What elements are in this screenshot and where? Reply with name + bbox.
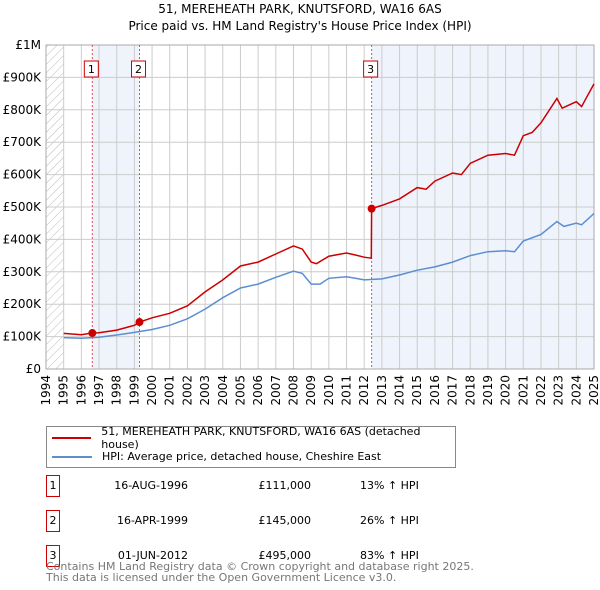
sale-marker-label: 3: [367, 63, 374, 76]
footer: Contains HM Land Registry data © Crown c…: [46, 561, 474, 583]
x-tick-label: 2004: [216, 375, 230, 406]
x-tick-label: 2013: [375, 375, 389, 406]
x-tick-label: 2016: [428, 375, 442, 406]
sale-date: 01-JUN-2012: [117, 549, 188, 562]
x-tick-label: 1999: [127, 375, 141, 406]
x-tick-label: 2024: [569, 375, 583, 406]
legend-label-hpi: HPI: Average price, detached house, Ches…: [102, 450, 382, 463]
y-tick-label: £400K: [3, 232, 43, 246]
sale-marker-box: [363, 60, 379, 78]
chart-title: 51, MEREHEATH PARK, KNUTSFORD, WA16 6AS: [158, 2, 442, 16]
x-tick-label: 2011: [340, 375, 354, 406]
chart-plot: 1994 1995 1996 1997 1998 1999 2000 2001 2002 2003…: [3, 38, 600, 406]
sale-point: [135, 318, 144, 327]
sale-price: £495,000: [258, 549, 312, 562]
x-tick-label: 2003: [198, 375, 212, 406]
y-tick-label: £200K: [3, 297, 43, 311]
sale-marker-box: [83, 60, 99, 78]
x-tick-label: 2006: [251, 375, 265, 406]
sale-hpi-change: 83% ↑ HPI: [360, 549, 419, 562]
footer-line-2: This data is licensed under the Open Gov…: [46, 571, 397, 584]
x-tick-label: 2023: [552, 375, 566, 406]
x-tick-label: 2025: [587, 375, 600, 406]
x-tick-label: 2005: [233, 375, 247, 406]
x-tick-label: 2017: [446, 375, 460, 406]
sale-hpi-change: 13% ↑ HPI: [360, 479, 419, 492]
x-tick-label: 2022: [534, 375, 548, 406]
x-tick-label: 1996: [74, 375, 88, 406]
sale-price: £145,000: [258, 514, 312, 527]
sale-row: 1 16-AUG-1996 £111,000 13% ↑ HPI: [46, 475, 466, 497]
sale-date: 16-APR-1999: [116, 514, 188, 527]
x-tick-label: 2020: [499, 375, 513, 406]
hpi-series-line: [63, 212, 595, 339]
x-tick-label: 2002: [180, 375, 194, 406]
y-tick-label: £500K: [3, 200, 43, 214]
sale-point: [367, 204, 376, 213]
sale-date: 16-AUG-1996: [114, 479, 188, 492]
sale-price: £111,000: [258, 479, 312, 492]
sale-number-badge: 2: [46, 510, 60, 532]
legend-swatch-hpi: [52, 455, 92, 458]
legend: 51, MEREHEATH PARK, KNUTSFORD, WA16 6AS …: [46, 424, 456, 468]
y-tick-label: £300K: [3, 265, 43, 279]
plot-frame: [45, 44, 595, 370]
x-tick-label: 1994: [39, 375, 53, 406]
x-tick-label: 2021: [516, 375, 530, 406]
y-tick-label: £600K: [3, 168, 43, 182]
sale-number-badge: 1: [46, 475, 60, 497]
x-tick-label: 2007: [269, 375, 283, 406]
sale-marker-box: [131, 60, 147, 78]
x-tick-label: 2001: [163, 375, 177, 406]
legend-label-property: 51, MEREHEATH PARK, KNUTSFORD, WA16 6AS …: [101, 424, 421, 451]
x-tick-label: 1997: [92, 375, 106, 406]
sale-row: 3 01-JUN-2012 £495,000 83% ↑ HPI: [46, 545, 466, 567]
sale-hpi-change: 26% ↑ HPI: [360, 514, 419, 527]
x-tick-label: 2008: [286, 375, 300, 406]
sale-marker-label: 2: [135, 63, 142, 76]
y-tick-label: £1M: [15, 38, 41, 52]
x-tick-label: 2000: [145, 375, 159, 406]
y-tick-label: £100K: [3, 330, 43, 344]
x-tick-label: 2014: [393, 375, 407, 406]
y-tick-label: £800K: [3, 103, 43, 117]
legend-swatch-property: [52, 436, 92, 439]
sale-marker-label: 1: [88, 63, 95, 76]
x-tick-label: 1995: [57, 375, 71, 406]
x-tick-label: 2015: [410, 375, 424, 406]
footer-line-1: Contains HM Land Registry data © Crown c…: [46, 560, 474, 573]
x-tick-label: 1998: [110, 375, 124, 406]
sale-number-badge: 3: [46, 545, 60, 567]
x-tick-label: 2012: [357, 375, 371, 406]
x-tick-label: 2019: [481, 375, 495, 406]
x-tick-label: 2010: [322, 375, 336, 406]
y-tick-label: £0: [26, 362, 41, 376]
y-tick-label: £900K: [3, 70, 43, 84]
chart-subtitle: Price paid vs. HM Land Registry's House …: [128, 19, 472, 33]
sale-row: 2 16-APR-1999 £145,000 26% ↑ HPI: [46, 510, 466, 532]
x-tick-label: 2009: [304, 375, 318, 406]
x-tick-label: 2018: [463, 375, 477, 406]
y-tick-label: £700K: [3, 135, 43, 149]
sale-point: [88, 329, 97, 338]
property-series-line: [63, 83, 595, 336]
